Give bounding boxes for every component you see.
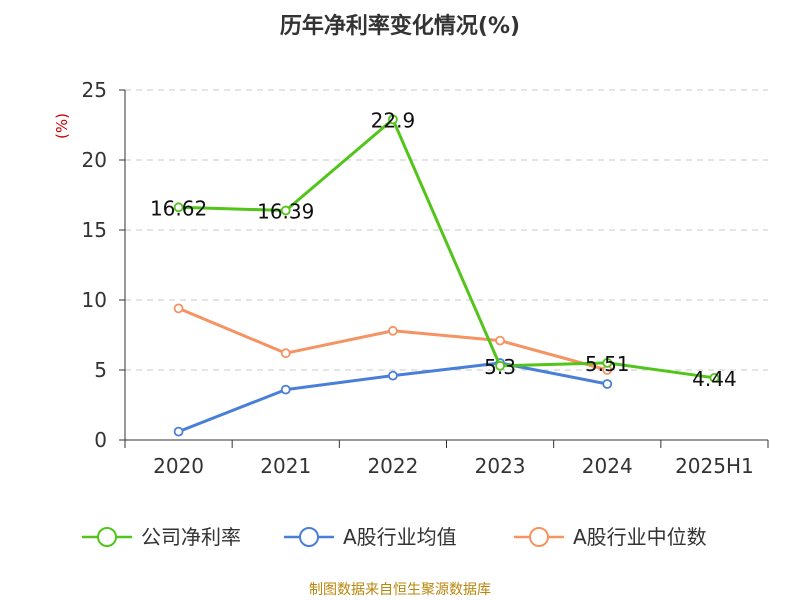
series-0-point-2022	[388, 114, 398, 125]
legend-marker-1	[299, 527, 319, 547]
data-label-2023: 5.3	[484, 355, 516, 379]
series-line-2	[178, 307, 608, 372]
data-label-2021: 16.39	[257, 200, 314, 224]
x-tick-label-2024: 2024	[582, 454, 633, 478]
x-tick-label-2020: 2020	[153, 454, 204, 478]
y-tick-label-25: 25	[82, 78, 107, 102]
series-1-point-2024	[602, 379, 613, 389]
series-2-point-2023	[495, 335, 505, 346]
legend-label-2: A股行业中位数	[573, 525, 707, 549]
x-tick-label-2025H1: 2025H1	[675, 454, 754, 478]
series-layer	[173, 114, 720, 437]
series-0-point-2020	[173, 202, 184, 213]
y-tick-label-0: 0	[94, 428, 107, 452]
series-2-point-2020	[173, 303, 184, 314]
series-1-point-2022	[388, 370, 398, 381]
data-label-2024: 5.51	[585, 352, 630, 376]
data-label-2025H1: 4.44	[692, 367, 737, 391]
data-labels: 16.62 16.39 22.9 5.3 5.51 4.44	[150, 108, 737, 390]
series-0-point-2024	[602, 357, 613, 368]
legend-label-1: A股行业均值	[343, 525, 457, 549]
legend: 公司净利率 A股行业均值 A股行业中位数	[82, 525, 707, 549]
y-tick-label-10: 10	[82, 288, 107, 312]
legend-marker-2	[529, 527, 549, 547]
gridlines	[125, 89, 768, 371]
axes: 0 5 10 15 20 25 2020 2021 2022 2023 2024 2025H1	[82, 78, 769, 478]
series-0-point-2023	[495, 360, 505, 371]
legend-marker-0	[97, 527, 117, 547]
x-tick-label-2021: 2021	[260, 454, 311, 478]
data-label-2020: 16.62	[150, 196, 207, 220]
series-0-point-2025H1	[709, 372, 720, 383]
x-tick-label-2022: 2022	[367, 454, 418, 478]
source-note: 制图数据来自恒生聚源数据库	[309, 582, 491, 598]
series-1-point-2020	[173, 426, 184, 437]
data-label-2022: 22.9	[371, 108, 416, 132]
legend-label-0: 公司净利率	[141, 525, 241, 549]
y-tick-label-5: 5	[94, 358, 107, 382]
y-tick-label-15: 15	[82, 218, 107, 242]
series-line-0	[178, 117, 715, 380]
series-1-point-2021	[280, 384, 291, 395]
x-tick-label-2023: 2023	[475, 454, 526, 478]
y-axis-unit: (%)	[53, 113, 71, 139]
series-0-point-2021	[280, 205, 291, 216]
series-2-point-2022	[388, 325, 398, 336]
y-tick-label-20: 20	[82, 148, 107, 172]
chart-title: 历年净利率变化情况(%)	[280, 13, 520, 39]
series-2-point-2021	[280, 348, 291, 359]
